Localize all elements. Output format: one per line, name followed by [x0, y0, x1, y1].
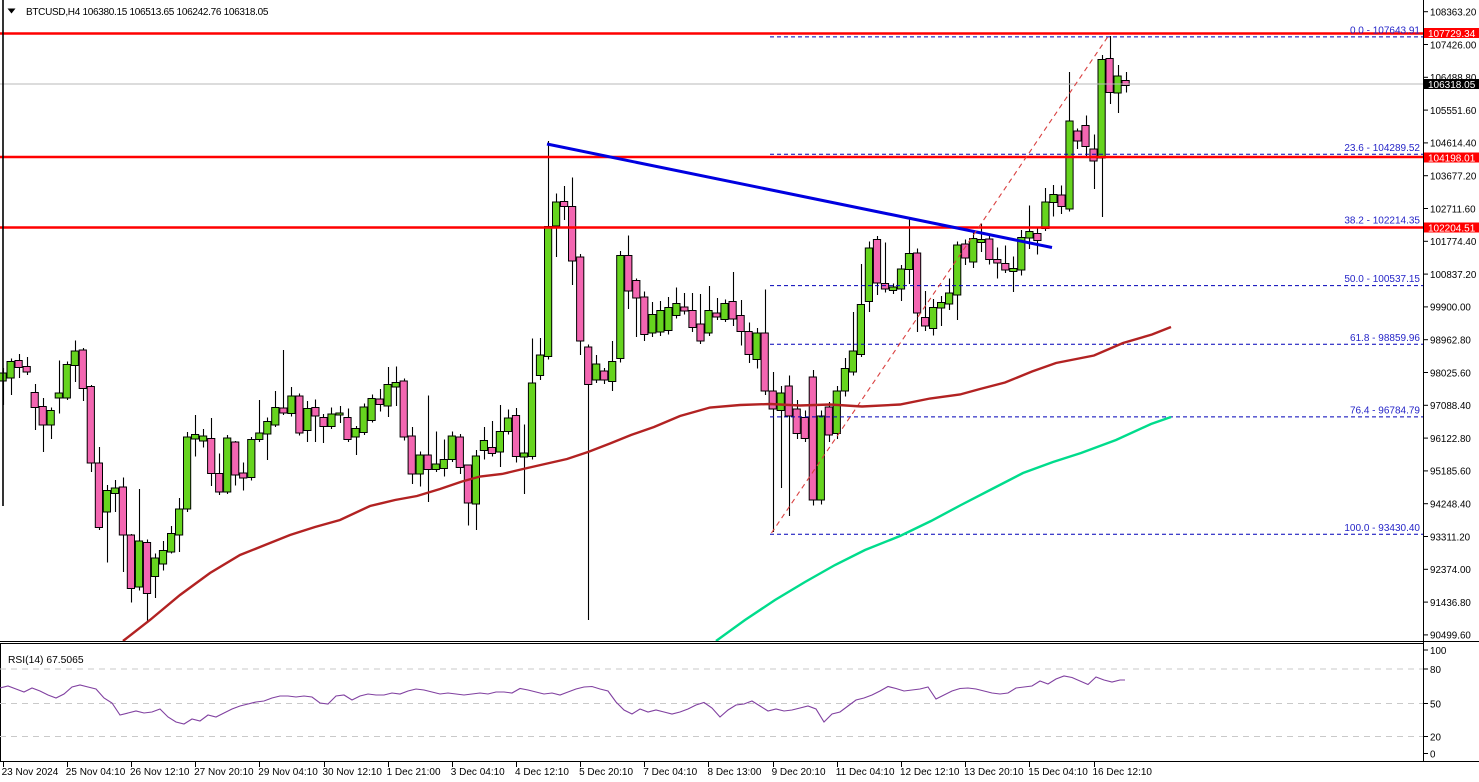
- svg-text:90499.60: 90499.60: [1430, 631, 1471, 642]
- svg-text:94248.40: 94248.40: [1430, 500, 1471, 511]
- svg-text:9 Dec 20:10: 9 Dec 20:10: [772, 767, 826, 778]
- svg-text:0.0 - 107643.91: 0.0 - 107643.91: [1350, 25, 1420, 36]
- svg-text:BTCUSD,H4 106380.15 106513.65: BTCUSD,H4 106380.15 106513.65 106242.76 …: [26, 7, 269, 18]
- svg-text:100.0 - 93430.40: 100.0 - 93430.40: [1344, 523, 1420, 534]
- svg-text:1 Dec 21:00: 1 Dec 21:00: [387, 767, 441, 778]
- svg-text:105551.60: 105551.60: [1430, 106, 1477, 117]
- svg-text:20: 20: [1430, 732, 1441, 743]
- svg-text:104198.01: 104198.01: [1428, 153, 1476, 164]
- svg-text:101774.40: 101774.40: [1430, 237, 1477, 248]
- svg-text:61.8 - 98859.96: 61.8 - 98859.96: [1350, 333, 1420, 344]
- svg-text:95185.60: 95185.60: [1430, 467, 1471, 478]
- svg-text:RSI(14) 67.5065: RSI(14) 67.5065: [8, 655, 84, 666]
- svg-text:16 Dec 12:10: 16 Dec 12:10: [1093, 767, 1153, 778]
- svg-text:107729.34: 107729.34: [1428, 29, 1476, 40]
- svg-text:12 Dec 12:10: 12 Dec 12:10: [900, 767, 960, 778]
- svg-text:100837.20: 100837.20: [1430, 270, 1477, 281]
- svg-text:23.6 - 104289.52: 23.6 - 104289.52: [1344, 143, 1420, 154]
- svg-text:99900.00: 99900.00: [1430, 303, 1471, 314]
- svg-text:15 Dec 04:10: 15 Dec 04:10: [1028, 767, 1088, 778]
- svg-text:107426.00: 107426.00: [1430, 40, 1477, 51]
- svg-text:100: 100: [1430, 646, 1447, 657]
- svg-text:30 Nov 12:10: 30 Nov 12:10: [323, 767, 383, 778]
- svg-text:106318.05: 106318.05: [1428, 80, 1476, 91]
- svg-text:108363.20: 108363.20: [1430, 8, 1477, 19]
- svg-text:106488.80: 106488.80: [1430, 73, 1477, 84]
- svg-text:38.2 - 102214.35: 38.2 - 102214.35: [1344, 216, 1420, 227]
- svg-text:4 Dec 12:10: 4 Dec 12:10: [515, 767, 569, 778]
- svg-text:103677.20: 103677.20: [1430, 172, 1477, 183]
- svg-text:13 Dec 20:10: 13 Dec 20:10: [964, 767, 1024, 778]
- svg-text:98962.80: 98962.80: [1430, 336, 1471, 347]
- svg-text:50: 50: [1430, 699, 1441, 710]
- svg-text:7 Dec 04:10: 7 Dec 04:10: [643, 767, 697, 778]
- svg-text:11 Dec 04:10: 11 Dec 04:10: [836, 767, 895, 778]
- svg-text:5 Dec 20:10: 5 Dec 20:10: [579, 767, 633, 778]
- svg-text:25 Nov 04:10: 25 Nov 04:10: [66, 767, 126, 778]
- svg-text:104614.40: 104614.40: [1430, 139, 1477, 150]
- svg-text:93311.20: 93311.20: [1430, 532, 1471, 543]
- svg-text:27 Nov 20:10: 27 Nov 20:10: [194, 767, 254, 778]
- svg-text:3 Dec 04:10: 3 Dec 04:10: [451, 767, 505, 778]
- svg-text:0: 0: [1430, 749, 1436, 760]
- svg-text:76.4 - 96784.79: 76.4 - 96784.79: [1350, 405, 1420, 416]
- svg-text:8 Dec 13:00: 8 Dec 13:00: [708, 767, 762, 778]
- svg-text:91436.80: 91436.80: [1430, 598, 1471, 609]
- svg-text:50.0 - 100537.15: 50.0 - 100537.15: [1344, 274, 1420, 285]
- svg-text:98025.60: 98025.60: [1430, 368, 1471, 379]
- svg-text:80: 80: [1430, 665, 1441, 676]
- svg-text:97088.40: 97088.40: [1430, 401, 1471, 412]
- svg-text:26 Nov 12:10: 26 Nov 12:10: [130, 767, 190, 778]
- svg-text:92374.00: 92374.00: [1430, 565, 1471, 576]
- svg-text:23 Nov 2024: 23 Nov 2024: [2, 767, 59, 778]
- svg-text:102204.51: 102204.51: [1428, 223, 1476, 234]
- svg-text:29 Nov 04:10: 29 Nov 04:10: [258, 767, 318, 778]
- svg-text:96122.80: 96122.80: [1430, 434, 1471, 445]
- svg-text:102711.60: 102711.60: [1430, 204, 1476, 215]
